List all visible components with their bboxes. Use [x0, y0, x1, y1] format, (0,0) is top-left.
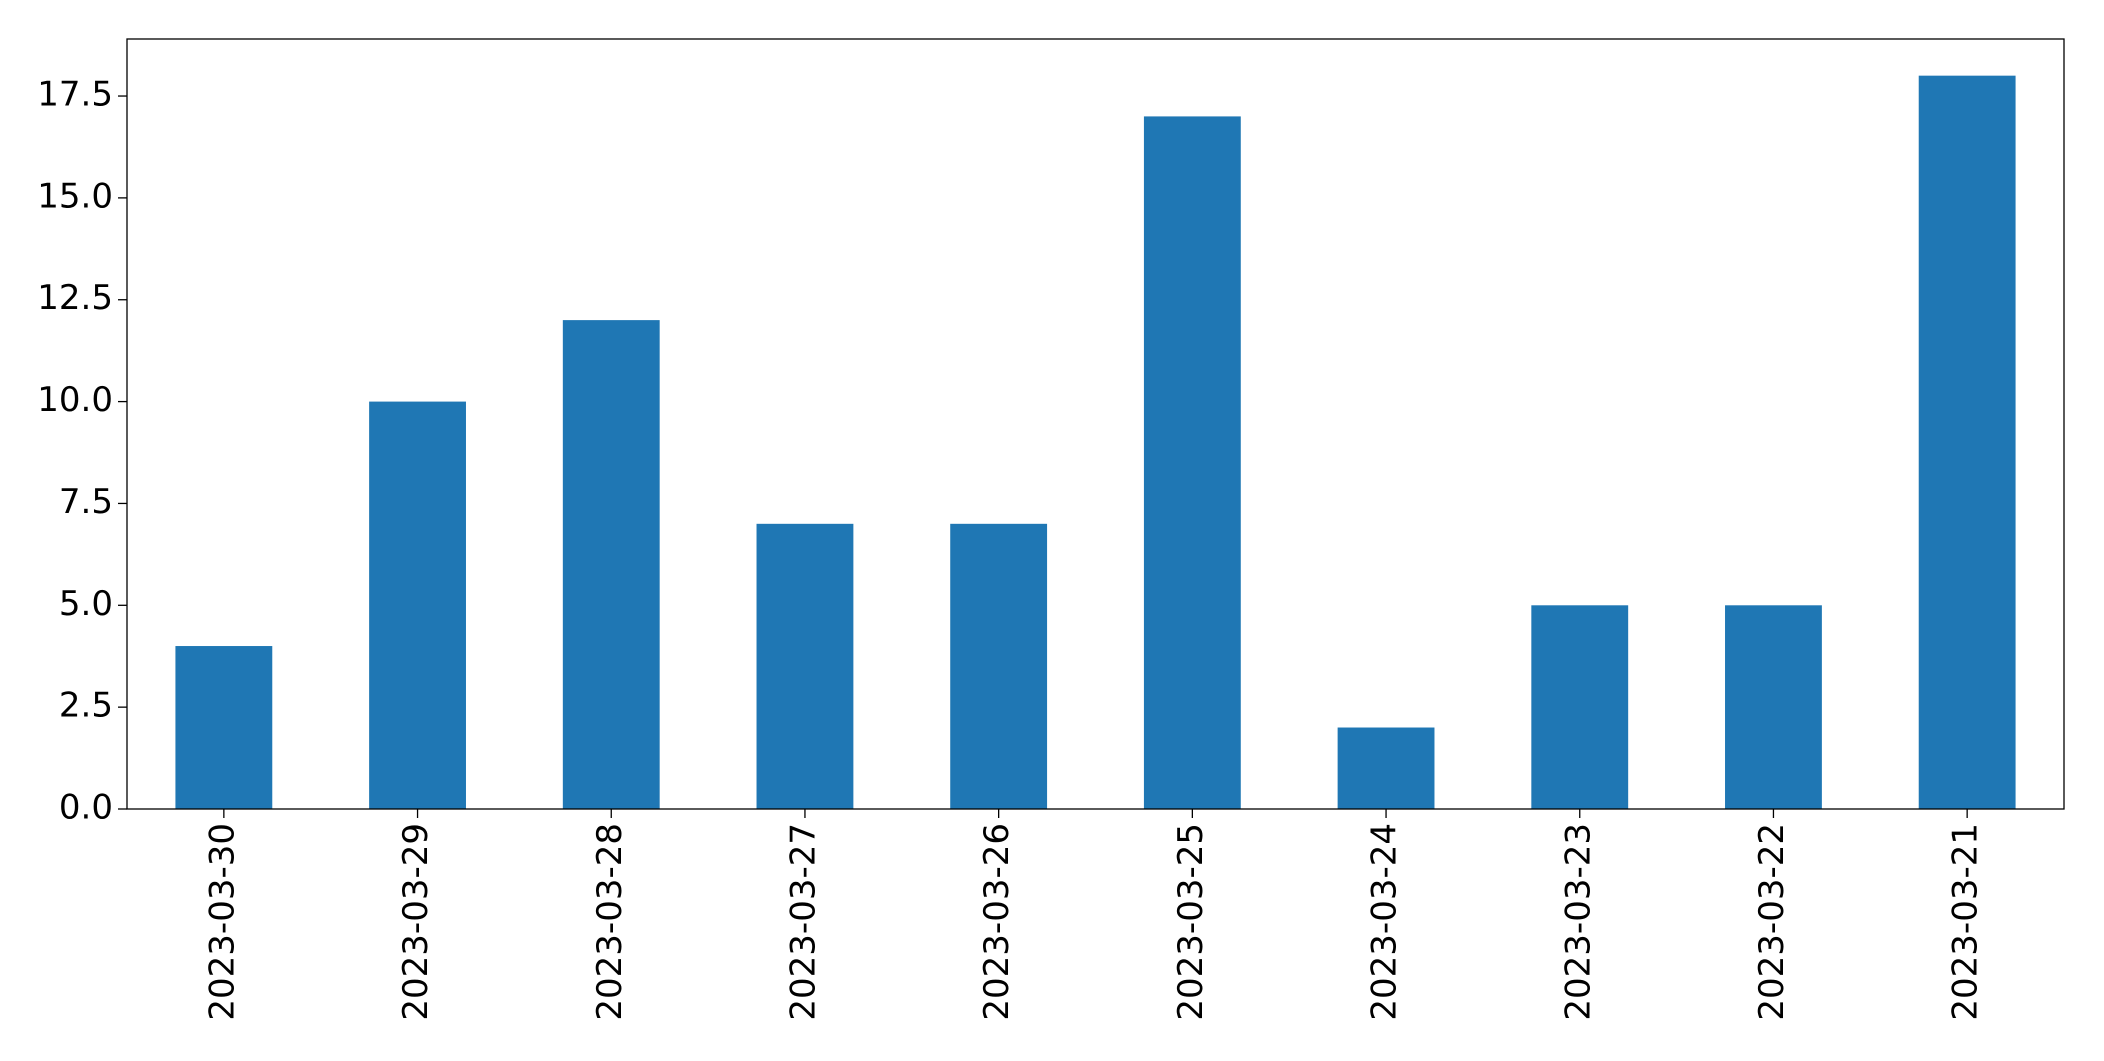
- x-tick-label: 2023-03-26: [977, 823, 1017, 1021]
- bar: [1337, 727, 1435, 809]
- bar: [1725, 605, 1822, 809]
- y-tick-label: 17.5: [37, 75, 113, 115]
- y-tick-label: 0.0: [59, 788, 113, 828]
- y-tick-label: 12.5: [37, 278, 113, 318]
- bar: [369, 401, 466, 809]
- x-tick-label: 2023-03-21: [1946, 823, 1986, 1021]
- bar: [756, 523, 854, 809]
- y-tick-label: 7.5: [59, 482, 113, 522]
- y-tick-label: 10.0: [37, 380, 113, 420]
- x-tick-label: 2023-03-28: [590, 823, 630, 1021]
- bar: [1531, 605, 1629, 809]
- bar: [1143, 116, 1241, 809]
- x-tick-label: 2023-03-22: [1752, 823, 1792, 1021]
- plot-frame: [126, 38, 2065, 810]
- bar: [950, 523, 1048, 809]
- y-tick-label: 15.0: [37, 176, 113, 216]
- y-tick-label: 5.0: [59, 584, 113, 624]
- x-tick-label: 2023-03-30: [202, 823, 242, 1021]
- bar: [562, 320, 660, 809]
- x-tick-label: 2023-03-23: [1558, 823, 1598, 1021]
- bar: [175, 646, 273, 809]
- x-tick-label: 2023-03-24: [1365, 823, 1405, 1021]
- x-tick-label: 2023-03-25: [1171, 823, 1211, 1021]
- bar: [1918, 75, 2016, 809]
- x-tick-label: 2023-03-27: [783, 823, 823, 1021]
- y-tick-label: 2.5: [59, 686, 113, 726]
- x-tick-label: 2023-03-29: [396, 823, 436, 1021]
